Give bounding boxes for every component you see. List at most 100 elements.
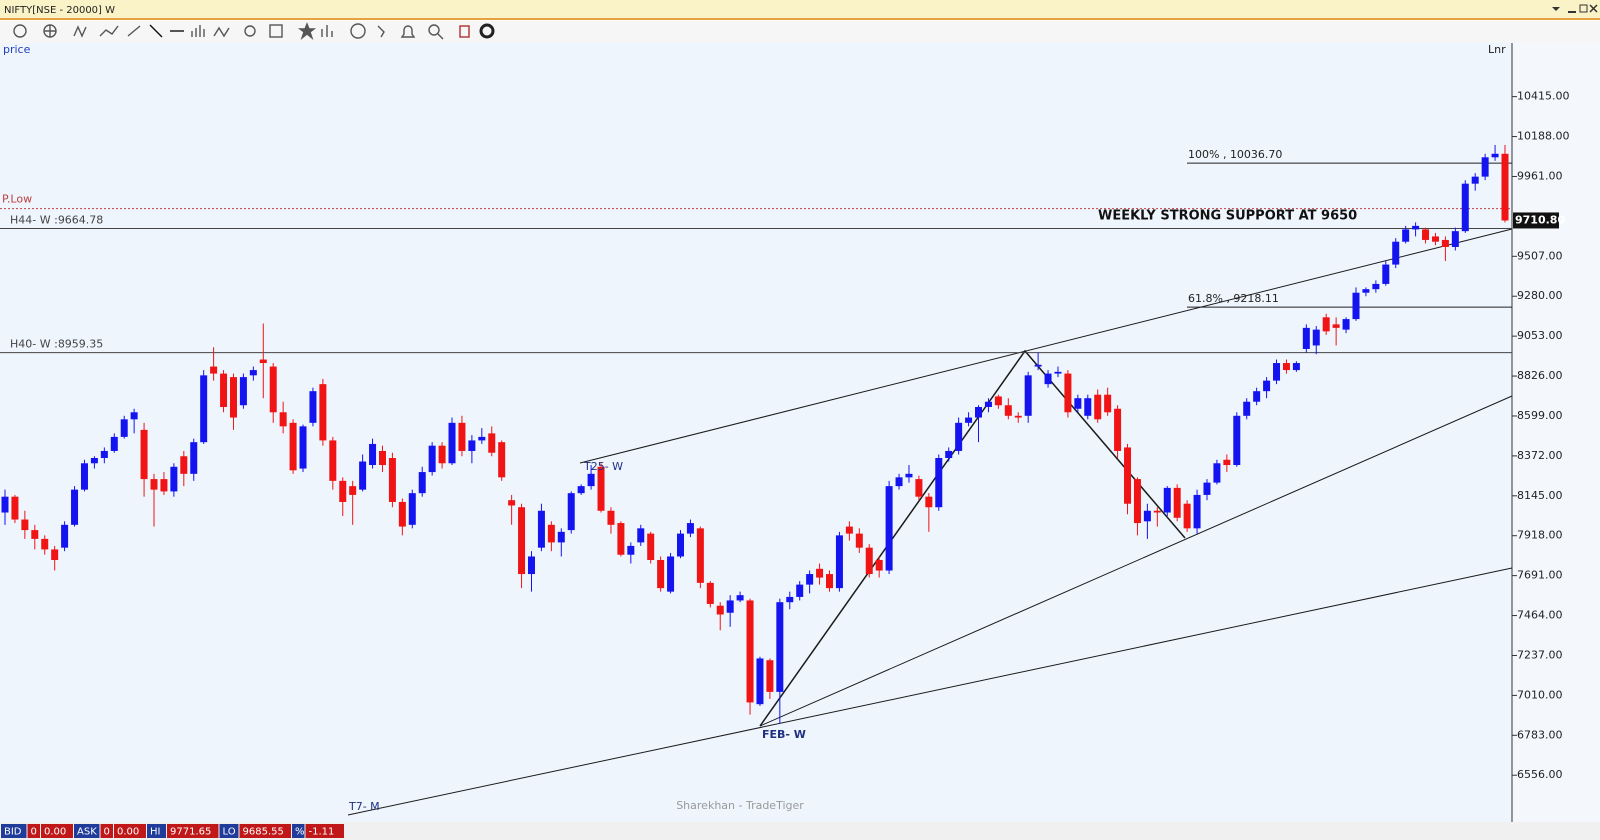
candle-body bbox=[935, 457, 943, 508]
plow-label: P.Low bbox=[2, 193, 32, 206]
y-tick-label: 9961.00 bbox=[1517, 169, 1563, 182]
candle-body bbox=[249, 370, 257, 376]
candle-body bbox=[1, 496, 9, 513]
tool-line[interactable] bbox=[149, 24, 163, 38]
candle-body bbox=[329, 440, 337, 481]
y-tick-label: 9053.00 bbox=[1517, 329, 1563, 342]
y-tick-label: 7237.00 bbox=[1517, 648, 1563, 661]
candle-body bbox=[895, 477, 903, 487]
candle-body bbox=[1163, 487, 1171, 513]
candle-body bbox=[1044, 373, 1052, 385]
candle-body bbox=[150, 479, 158, 490]
y-tick-label: 9280.00 bbox=[1517, 289, 1563, 302]
candle-body bbox=[1034, 364, 1042, 367]
candle-body bbox=[994, 396, 1002, 406]
candle-body bbox=[438, 445, 446, 464]
candle-body bbox=[299, 426, 307, 469]
tool-alert[interactable] bbox=[377, 25, 385, 38]
status-cell bbox=[167, 824, 219, 838]
status-text: 0.00 bbox=[117, 827, 139, 838]
feb-label: FEB- W bbox=[762, 728, 806, 741]
trend-line bbox=[579, 228, 1513, 464]
candle-body bbox=[130, 412, 138, 420]
candle-body bbox=[965, 417, 973, 423]
tool-crosshair-lines bbox=[44, 25, 56, 37]
status-cell bbox=[41, 824, 73, 838]
status-cell bbox=[74, 824, 100, 838]
candle-body bbox=[1342, 319, 1350, 330]
tool-favorite[interactable] bbox=[297, 22, 317, 41]
candle-body bbox=[498, 442, 506, 478]
candle-body bbox=[41, 538, 49, 550]
tool-studies[interactable] bbox=[73, 25, 87, 38]
candle-body bbox=[239, 377, 247, 406]
candle-body bbox=[945, 450, 953, 458]
candle-body bbox=[1054, 371, 1062, 374]
close-button[interactable] bbox=[1589, 4, 1598, 13]
candle-body bbox=[21, 519, 29, 531]
tool-compare[interactable] bbox=[350, 23, 366, 39]
tool-zoom[interactable] bbox=[428, 24, 440, 36]
candle-body bbox=[557, 531, 565, 543]
candle-body bbox=[1064, 373, 1072, 413]
tool-wave[interactable] bbox=[213, 26, 230, 38]
menu-button[interactable] bbox=[1552, 7, 1560, 11]
level-label: H44- W :9664.78 bbox=[10, 214, 103, 227]
status-fields: BID 0 0.00 ASK 0 0.00 HI 9771.65 LO 9685.55% -1.11 bbox=[1, 824, 344, 838]
y-tick-label: 6556.00 bbox=[1517, 768, 1563, 781]
candle-body bbox=[80, 463, 88, 490]
tool-delete[interactable] bbox=[459, 25, 470, 38]
tool-volume[interactable] bbox=[191, 25, 205, 37]
y-tick-label: 6783.00 bbox=[1517, 728, 1563, 741]
y-tick-label: 7918.00 bbox=[1517, 529, 1563, 542]
candle-body bbox=[210, 366, 218, 374]
candle-body bbox=[120, 419, 128, 437]
candle-body bbox=[1302, 327, 1310, 349]
candle-body bbox=[676, 533, 684, 557]
status-cell bbox=[292, 824, 305, 838]
candle-body bbox=[61, 524, 69, 548]
candle-body bbox=[200, 375, 208, 443]
candle-body bbox=[984, 401, 992, 408]
tool-bars[interactable] bbox=[321, 25, 333, 37]
tool-bell[interactable] bbox=[400, 25, 416, 38]
candle-body bbox=[1292, 363, 1300, 371]
candle-body bbox=[1004, 405, 1012, 416]
zigzag-line bbox=[759, 349, 1186, 727]
candle-body bbox=[339, 480, 347, 502]
candle-body bbox=[418, 472, 426, 494]
candle-body bbox=[468, 440, 476, 451]
candle-body bbox=[796, 584, 804, 597]
tool-link[interactable] bbox=[244, 25, 256, 37]
status-text: ASK bbox=[77, 827, 97, 838]
y-tick-label: 8372.00 bbox=[1517, 449, 1563, 462]
candle-body bbox=[1382, 264, 1390, 284]
tool-refresh[interactable] bbox=[13, 24, 27, 38]
y-tick-label: 8599.00 bbox=[1517, 409, 1563, 422]
candle-body bbox=[1372, 283, 1380, 290]
window-title: NIFTY[NSE - 20000] W bbox=[4, 5, 115, 16]
tool-template[interactable] bbox=[269, 24, 283, 38]
price-label: price bbox=[3, 43, 31, 56]
candle-body bbox=[1223, 459, 1231, 466]
candle-body bbox=[1084, 398, 1092, 416]
candle-body bbox=[170, 466, 178, 492]
tool-draw[interactable] bbox=[99, 25, 119, 37]
candle-body bbox=[716, 605, 724, 615]
candle-body bbox=[1183, 503, 1191, 529]
candle-body bbox=[388, 457, 396, 502]
candle-body bbox=[100, 450, 108, 458]
plot-area bbox=[0, 43, 1512, 822]
candle-body bbox=[1203, 482, 1211, 495]
candle-body bbox=[1481, 157, 1489, 177]
candle-body bbox=[190, 442, 198, 474]
candle-body bbox=[1402, 229, 1410, 242]
restore-button[interactable] bbox=[1579, 4, 1588, 13]
tool-pen[interactable] bbox=[127, 25, 141, 37]
candle-body bbox=[1441, 239, 1449, 247]
status-text: 0 bbox=[31, 827, 37, 838]
candle-body bbox=[1451, 231, 1459, 247]
tool-settings[interactable] bbox=[479, 23, 495, 39]
candle-body bbox=[378, 450, 386, 466]
candle-body bbox=[1352, 292, 1360, 320]
